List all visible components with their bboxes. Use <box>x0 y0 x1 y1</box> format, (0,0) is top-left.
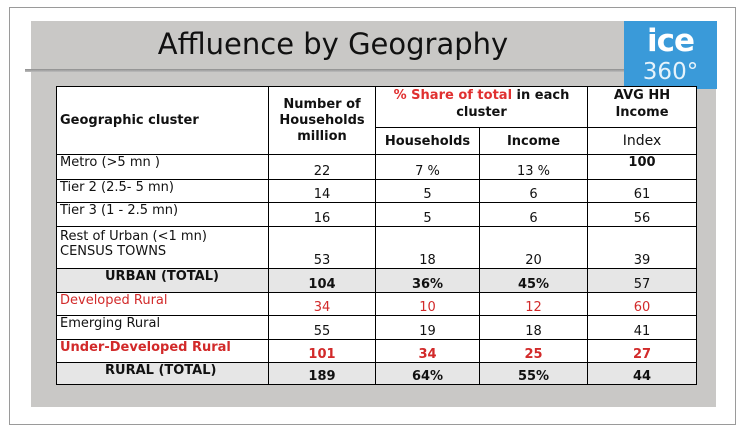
row-label: Rest of Urban (<1 mn) CENSUS TOWNS <box>56 226 269 269</box>
cell-index: 61 <box>587 179 697 203</box>
table-row-under-developed-rural: Under-Developed Rural 101 34 25 27 <box>56 339 697 363</box>
row-label: URBAN (TOTAL) <box>56 268 269 293</box>
cell-households-million: 55 <box>268 315 376 340</box>
row-label: Under-Developed Rural <box>56 339 269 363</box>
table-row-rest-of-urban: Rest of Urban (<1 mn) CENSUS TOWNS 53 18… <box>56 226 697 269</box>
cell-share-households: 36% <box>375 268 480 293</box>
cell-households-million: 104 <box>268 268 376 293</box>
cell-share-income: 45% <box>479 268 588 293</box>
cell-index: 60 <box>587 292 697 316</box>
title-divider <box>25 69 683 72</box>
cell-share-households: 64% <box>375 362 480 385</box>
cell-index: 39 <box>587 226 697 269</box>
header-number-of-households: Number of Households million <box>268 86 376 155</box>
header-geographic-cluster: Geographic cluster <box>56 86 269 155</box>
affluence-table: Geographic cluster Number of Households … <box>56 86 697 385</box>
cell-share-income: 6 <box>479 202 588 227</box>
cell-share-income: 18 <box>479 315 588 340</box>
header-income: Income <box>479 127 588 155</box>
table-row-tier3: Tier 3 (1 - 2.5 mn) 16 5 6 56 <box>56 202 697 227</box>
cell-share-households: 34 <box>375 339 480 363</box>
logo-wordmark: ice <box>646 23 695 59</box>
cell-index: 56 <box>587 202 697 227</box>
cell-index: 57 <box>587 268 697 293</box>
cell-share-households: 10 <box>375 292 480 316</box>
cell-index: 44 <box>587 362 697 385</box>
cell-share-households: 19 <box>375 315 480 340</box>
cell-households-million: 22 <box>268 154 376 180</box>
cell-share-households: 7 % <box>375 154 480 180</box>
cell-share-households: 5 <box>375 202 480 227</box>
table-row-metro: Metro (>5 mn ) 22 7 % 13 % 100 <box>56 154 697 180</box>
ice360-logo: ice 360° <box>624 21 717 89</box>
row-label-line1: Rest of Urban (<1 mn) <box>60 229 207 244</box>
cell-share-income: 55% <box>479 362 588 385</box>
row-label: Tier 2 (2.5- 5 mn) <box>56 179 269 203</box>
cell-households-million: 14 <box>268 179 376 203</box>
table-row-urban-total: URBAN (TOTAL) 104 36% 45% 57 <box>56 268 697 293</box>
header-row-1: Geographic cluster Number of Households … <box>56 86 697 155</box>
row-label: Tier 3 (1 - 2.5 mn) <box>56 202 269 227</box>
table-row-rural-total: RURAL (TOTAL) 189 64% 55% 44 <box>56 362 697 385</box>
cell-share-households: 18 <box>375 226 480 269</box>
header-households: Households <box>375 127 480 155</box>
page-title: Affluence by Geography <box>157 27 509 61</box>
cell-share-income: 12 <box>479 292 588 316</box>
cell-share-households: 5 <box>375 179 480 203</box>
table-row-tier2: Tier 2 (2.5- 5 mn) 14 5 6 61 <box>56 179 697 203</box>
header-index: Index <box>587 127 697 155</box>
row-label-line2: CENSUS TOWNS <box>60 244 167 259</box>
cell-households-million: 16 <box>268 202 376 227</box>
cell-households-million: 101 <box>268 339 376 363</box>
cell-share-income: 6 <box>479 179 588 203</box>
table-row-developed-rural: Developed Rural 34 10 12 60 <box>56 292 697 316</box>
cell-share-income: 25 <box>479 339 588 363</box>
cell-households-million: 34 <box>268 292 376 316</box>
header-share-red: % Share of total <box>393 88 513 103</box>
cell-index: 41 <box>587 315 697 340</box>
header-share-of-total: % Share of total in each cluster <box>375 86 588 128</box>
row-label: Emerging Rural <box>56 315 269 340</box>
cell-share-income: 13 % <box>479 154 588 180</box>
cell-index: 27 <box>587 339 697 363</box>
row-label: RURAL (TOTAL) <box>56 362 269 385</box>
row-label: Developed Rural <box>56 292 269 316</box>
logo-number: 360° <box>642 59 699 85</box>
cell-households-million: 53 <box>268 226 376 269</box>
header-avg-hh-income: AVG HH Income <box>587 86 697 128</box>
cell-index: 100 <box>587 154 697 180</box>
header-share-rest: in each cluster <box>456 88 570 120</box>
cell-households-million: 189 <box>268 362 376 385</box>
table-row-emerging-rural: Emerging Rural 55 19 18 41 <box>56 315 697 340</box>
cell-share-income: 20 <box>479 226 588 269</box>
row-label: Metro (>5 mn ) <box>56 154 269 180</box>
